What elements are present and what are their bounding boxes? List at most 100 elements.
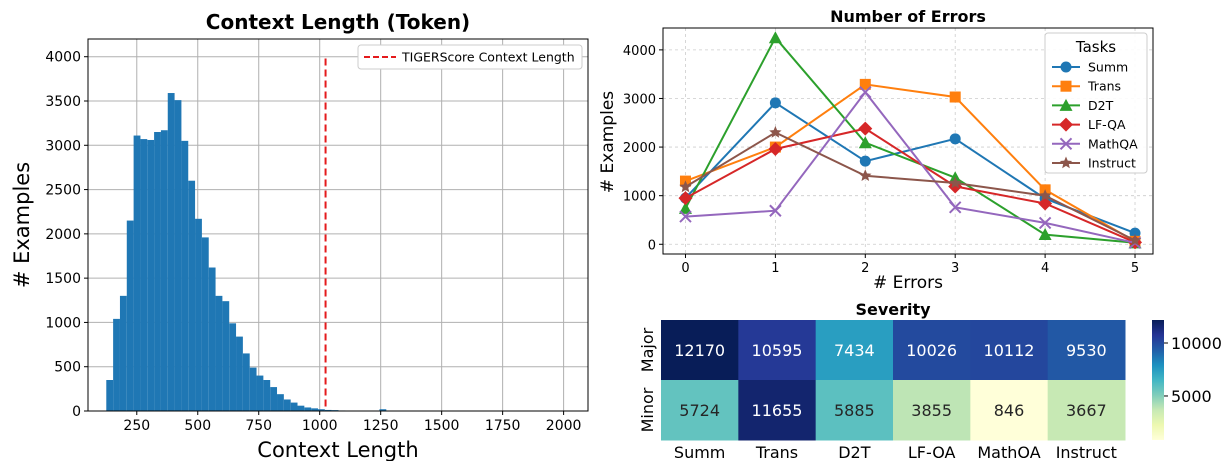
series-point-instruct (769, 125, 782, 138)
hist-x-ticks: 250 500 750 1000 1250 1500 1750 2000 (123, 411, 581, 434)
hist-frame (87, 38, 589, 412)
legend-marker-mathqa-icon (1059, 137, 1073, 151)
series-point-instruct (859, 169, 872, 182)
hist-ytick-label: 4000 (45, 50, 81, 66)
hist-bar (236, 336, 243, 411)
hist-bar (215, 295, 223, 411)
heat-cell (661, 380, 739, 441)
series-line-mathqa (685, 90, 1136, 244)
line-xtick-label: 3 (951, 261, 959, 276)
severity-heatmap: Severity 12170 10595 7434 10026 10112 9530 572… (638, 300, 1221, 461)
series-point-summ (949, 133, 961, 145)
series-point-summ (1129, 227, 1141, 239)
hist-xtick-label: 750 (245, 418, 272, 434)
series-point-instruct (679, 180, 692, 193)
series-point-instruct (949, 176, 962, 189)
series-point-mathqa (1038, 216, 1052, 230)
series-line-instruct (684, 131, 1136, 242)
line-ylabel: # Examples (598, 91, 618, 193)
series-point-mathqa (679, 210, 692, 223)
hist-xtick-label: 1750 (485, 418, 521, 434)
series-point-d2t (678, 201, 692, 214)
line-ytick-label: 4000 (623, 44, 656, 59)
hist-bar (106, 380, 114, 411)
hist-bar (222, 301, 230, 411)
series-point-summ (769, 97, 781, 109)
hist-bar (160, 130, 168, 411)
line-xlabel: # Errors (873, 273, 943, 293)
number-of-errors-chart: Number of Errors # Errors # Examples 0 1 2… (598, 7, 1154, 293)
heat-colorbar-ticks: 5000 10000 (1164, 334, 1221, 406)
heat-cell-value: 5724 (679, 401, 720, 420)
heat-y-ticks: Major Minor (638, 327, 657, 432)
series-point-trans (949, 91, 961, 103)
hist-bar (154, 132, 161, 411)
line-xtick-label: 5 (1131, 261, 1139, 276)
series-point-summ (859, 155, 871, 167)
line-title: Number of Errors (830, 7, 986, 26)
heat-cell-value: 10112 (984, 341, 1035, 360)
hist-legend-box (357, 44, 583, 70)
heat-cell-value: 3667 (1066, 401, 1107, 420)
hist-ytick-label: 1500 (45, 271, 81, 287)
heat-cell (815, 320, 894, 381)
series-point-lf-qa (678, 191, 693, 206)
heat-xtick-label: LF-OA (908, 443, 956, 461)
series-point-mathqa (859, 85, 872, 99)
heat-cell (738, 380, 817, 441)
legend-label-lf-qa: LF-QA (1088, 117, 1126, 132)
legend-marker-summ-icon (1060, 61, 1072, 73)
hist-bar (290, 402, 298, 411)
hist-xlabel: Context Length (257, 438, 418, 461)
legend-label-instruct: Instruct (1088, 156, 1136, 171)
hist-bar (181, 140, 189, 411)
hist-bar (256, 375, 264, 411)
context-length-histogram: Context Length (Token) Context Length # … (10, 10, 589, 461)
hist-bar (229, 323, 237, 411)
hist-xtick-label: 1000 (302, 418, 338, 434)
hist-bar (324, 409, 332, 411)
hist-bar (379, 409, 387, 411)
heat-cell-value: 846 (994, 401, 1025, 420)
heat-cell (893, 380, 971, 441)
series-point-trans (859, 78, 871, 90)
heat-xtick-label: Summ (674, 443, 725, 461)
hist-y-ticks: 0 500 1000 1500 2000 2500 3000 3500 4000 (45, 50, 88, 420)
hist-bar (318, 409, 325, 411)
line-legend-title: Tasks (1075, 38, 1116, 56)
series-point-d2t (1038, 228, 1052, 241)
hist-xtick-label: 1250 (363, 418, 399, 434)
hist-bar (147, 139, 155, 411)
heat-cell-value: 10026 (906, 341, 957, 360)
hist-bar (174, 100, 182, 411)
series-point-instruct (1128, 233, 1142, 246)
hist-bar (113, 318, 120, 411)
heat-cell-value: 10595 (752, 341, 803, 360)
hist-legend: TIGERScore Context Length (357, 44, 583, 70)
heat-cell (970, 320, 1049, 381)
hist-xtick-label: 2000 (546, 418, 582, 434)
hist-bar (277, 394, 284, 411)
heat-cell (661, 320, 739, 381)
hist-bar (188, 180, 196, 411)
legend-label-d2t: D2T (1088, 98, 1114, 113)
heat-cell-value: 5885 (834, 401, 875, 420)
legend-label-trans: Trans (1087, 79, 1121, 94)
heat-cell (1047, 380, 1126, 441)
heat-cell-value: 12170 (674, 341, 725, 360)
hist-xtick-label: 500 (184, 418, 211, 434)
hist-legend-label: TIGERScore Context Length (401, 50, 575, 65)
heat-ytick-label: Minor (638, 387, 657, 432)
legend-marker-lf-qa-icon (1059, 117, 1073, 132)
heat-x-ticks: Summ Trans D2T LF-OA MathOA Instruct (674, 443, 1117, 461)
hist-bars (106, 93, 558, 412)
heat-cell (815, 380, 894, 441)
hist-bar (242, 353, 250, 411)
hist-ytick-label: 1000 (45, 315, 81, 331)
hist-xtick-label: 250 (123, 418, 150, 434)
series-line-lf-qa (685, 127, 1136, 244)
hist-bar (201, 237, 209, 411)
series-point-d2t (768, 31, 782, 44)
series-point-d2t (858, 136, 872, 149)
series-line-d2t (684, 35, 1136, 244)
